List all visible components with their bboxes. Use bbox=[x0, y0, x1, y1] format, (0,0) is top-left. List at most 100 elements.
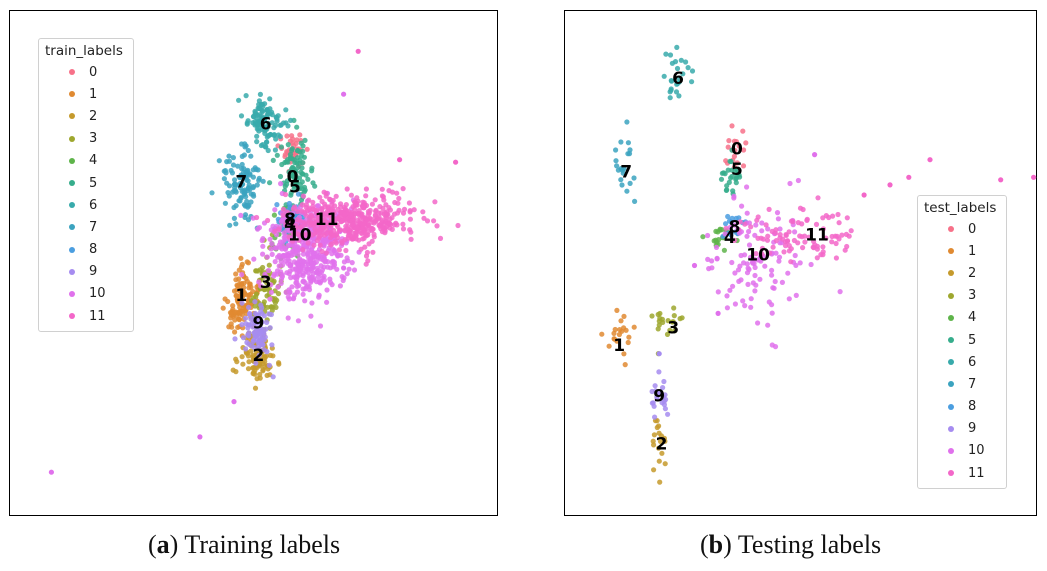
point-10 bbox=[314, 265, 320, 271]
point-1 bbox=[233, 277, 239, 283]
point-6 bbox=[261, 118, 267, 124]
point-11 bbox=[345, 216, 351, 222]
point-6 bbox=[668, 87, 674, 93]
point-11 bbox=[287, 219, 293, 225]
point-7 bbox=[223, 170, 229, 176]
legend-label-11: 11 bbox=[89, 308, 106, 324]
point-2 bbox=[662, 438, 668, 444]
point-11 bbox=[407, 227, 413, 233]
point-10 bbox=[267, 296, 273, 302]
point-7 bbox=[241, 166, 247, 172]
point-7 bbox=[226, 153, 232, 159]
point-7 bbox=[227, 222, 233, 228]
point-6 bbox=[280, 120, 287, 126]
point-6 bbox=[256, 101, 262, 108]
point-11 bbox=[396, 195, 402, 202]
point-10 bbox=[776, 254, 783, 260]
point-6 bbox=[676, 93, 682, 99]
point-10 bbox=[284, 227, 290, 233]
point-7 bbox=[239, 181, 245, 187]
point-11 bbox=[383, 202, 389, 208]
panel-a-legend-entries: 0 1 2 3 4 5 6 7 8 9 10 11 bbox=[45, 61, 123, 327]
point-10 bbox=[266, 267, 272, 274]
point-10 bbox=[295, 262, 301, 268]
point-11 bbox=[343, 247, 349, 254]
point-11 bbox=[820, 244, 826, 250]
legend-label-4: 4 bbox=[89, 153, 98, 169]
point-9 bbox=[270, 374, 276, 380]
point-7 bbox=[614, 163, 620, 169]
cluster-label-8: 8 bbox=[284, 210, 296, 230]
outlier-point-9 bbox=[656, 351, 662, 357]
point-11 bbox=[783, 232, 789, 238]
point-7 bbox=[237, 175, 243, 181]
point-9 bbox=[247, 312, 253, 318]
legend-entry-1: 1 bbox=[924, 240, 996, 262]
point-9 bbox=[257, 325, 263, 331]
point-0 bbox=[736, 143, 742, 149]
panel-a-plot: 0 1 2 3 4 5 6 7 8 9 10 11 train_labels 0 1 2 3 4 5 6 7 8 9 10… bbox=[9, 10, 498, 516]
point-6 bbox=[676, 79, 682, 85]
point-11 bbox=[770, 244, 776, 250]
point-10 bbox=[318, 263, 324, 269]
point-10 bbox=[752, 272, 758, 279]
point-11 bbox=[773, 227, 779, 233]
legend-entry-4: 4 bbox=[924, 307, 996, 329]
point-0 bbox=[289, 133, 295, 139]
point-10 bbox=[344, 271, 350, 277]
point-1 bbox=[599, 331, 605, 337]
point-11 bbox=[823, 235, 829, 241]
point-11 bbox=[310, 203, 316, 209]
outlier-point-10 bbox=[341, 265, 347, 271]
point-11 bbox=[379, 186, 385, 192]
point-9 bbox=[250, 324, 256, 330]
point-7 bbox=[233, 189, 239, 195]
point-10 bbox=[282, 245, 288, 252]
point-0 bbox=[729, 123, 735, 129]
legend-entry-4: 4 bbox=[45, 150, 123, 172]
point-10 bbox=[736, 278, 742, 284]
point-3 bbox=[272, 300, 278, 306]
legend-marker-10 bbox=[69, 290, 75, 297]
point-7 bbox=[230, 162, 237, 168]
point-1 bbox=[226, 324, 232, 330]
point-11 bbox=[360, 205, 366, 211]
point-5 bbox=[724, 183, 730, 189]
legend-marker-7 bbox=[69, 224, 75, 231]
point-7 bbox=[228, 167, 234, 174]
point-11 bbox=[795, 220, 801, 226]
point-11 bbox=[421, 215, 427, 221]
point-0 bbox=[733, 139, 739, 145]
point-9 bbox=[256, 346, 262, 352]
legend-label-8: 8 bbox=[968, 399, 977, 415]
point-2 bbox=[244, 350, 251, 356]
point-10 bbox=[769, 310, 775, 316]
point-10 bbox=[786, 296, 792, 302]
point-2 bbox=[246, 359, 252, 365]
outlier-point-11 bbox=[927, 157, 933, 163]
point-10 bbox=[744, 270, 751, 276]
point-11 bbox=[294, 231, 301, 237]
point-10 bbox=[324, 287, 330, 293]
legend-label-3: 3 bbox=[89, 131, 98, 147]
point-11 bbox=[800, 206, 806, 213]
legend-entry-1: 1 bbox=[45, 83, 123, 105]
point-10 bbox=[745, 265, 751, 271]
outlier-point-11 bbox=[397, 157, 403, 163]
point-11 bbox=[371, 220, 377, 226]
point-7 bbox=[625, 140, 631, 146]
point-11 bbox=[377, 223, 383, 229]
series-7-points bbox=[209, 141, 266, 231]
cluster-label-10: 10 bbox=[746, 245, 770, 265]
point-9 bbox=[240, 335, 246, 341]
point-11 bbox=[380, 205, 386, 211]
point-11 bbox=[723, 225, 729, 231]
point-11 bbox=[437, 235, 444, 241]
point-11 bbox=[383, 215, 389, 221]
point-11 bbox=[788, 259, 794, 265]
point-7 bbox=[216, 158, 222, 164]
point-10 bbox=[793, 292, 799, 298]
point-10 bbox=[746, 228, 752, 235]
point-11 bbox=[314, 221, 320, 227]
point-7 bbox=[619, 182, 625, 188]
